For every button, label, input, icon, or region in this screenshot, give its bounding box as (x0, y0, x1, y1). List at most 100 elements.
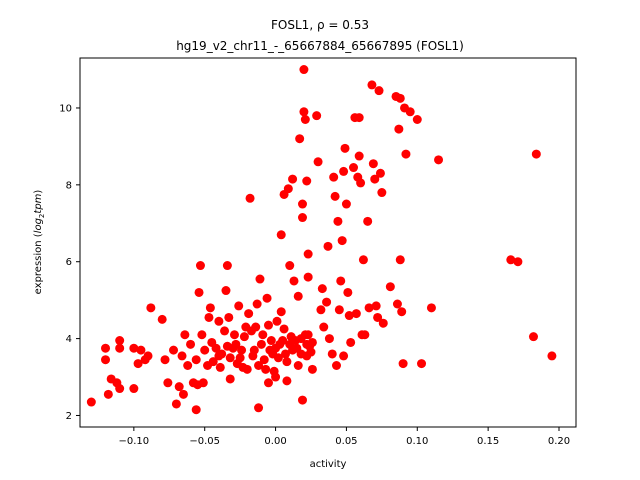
data-point-129 (312, 111, 322, 121)
data-point-157 (354, 151, 364, 161)
data-point-59 (237, 345, 247, 355)
data-point-140 (332, 361, 341, 370)
chart-title: FOSL1, ρ = 0.53 (271, 18, 369, 32)
data-point-26 (186, 339, 196, 349)
data-point-143 (336, 276, 346, 286)
data-point-96 (282, 357, 292, 367)
data-point-28 (191, 405, 201, 415)
data-point-37 (204, 312, 214, 322)
data-point-104 (289, 276, 299, 286)
y-axis-label-subscript: 2 (38, 214, 46, 218)
data-point-186 (426, 303, 436, 313)
plot-frame (79, 57, 577, 428)
data-point-91 (276, 307, 286, 317)
x-axis-label: activity (310, 459, 347, 470)
data-point-139 (330, 191, 340, 201)
data-point-22 (177, 351, 187, 361)
data-point-32 (195, 261, 205, 271)
data-point-20 (171, 399, 181, 409)
data-point-164 (367, 80, 377, 90)
data-point-15 (146, 303, 156, 313)
data-point-24 (180, 330, 190, 340)
data-point-3 (103, 389, 113, 399)
data-point-54 (229, 330, 239, 340)
data-point-72 (254, 403, 264, 413)
data-point-46 (220, 326, 230, 336)
x-tick-label: 0.00 (264, 436, 286, 447)
data-point-61 (239, 332, 249, 342)
data-point-25 (183, 361, 193, 370)
data-point-141 (333, 216, 343, 226)
data-point-48 (222, 261, 232, 271)
data-point-138 (329, 172, 339, 182)
data-point-0 (86, 397, 96, 407)
data-point-171 (377, 188, 387, 198)
data-point-173 (385, 282, 395, 292)
data-point-98 (283, 184, 293, 194)
data-point-149 (343, 287, 353, 297)
data-point-161 (360, 330, 370, 340)
y-tick-label: 8 (66, 180, 72, 191)
data-point-185 (417, 359, 427, 369)
data-point-75 (258, 330, 268, 340)
data-point-94 (279, 324, 289, 334)
data-point-68 (249, 345, 259, 355)
data-point-74 (256, 339, 266, 349)
data-point-132 (317, 284, 327, 294)
data-point-133 (319, 322, 329, 332)
y-axis-label-log: log (33, 218, 44, 233)
data-point-168 (373, 312, 383, 322)
data-point-12 (136, 345, 146, 355)
x-axis-ticks: −0.10 −0.05 0.00 0.05 0.10 0.15 0.20 (119, 427, 570, 447)
data-point-43 (214, 316, 224, 326)
data-point-97 (282, 376, 292, 386)
data-point-180 (398, 359, 408, 369)
data-point-113 (297, 213, 307, 223)
data-point-69 (251, 322, 261, 332)
y-tick-label: 4 (66, 334, 72, 345)
data-point-135 (323, 241, 333, 251)
data-point-71 (254, 361, 264, 370)
data-point-57 (234, 301, 244, 311)
data-point-47 (221, 286, 231, 296)
data-point-114 (297, 395, 307, 405)
data-point-167 (371, 301, 381, 311)
x-tick-label: 0.10 (406, 436, 428, 447)
data-point-124 (303, 330, 313, 340)
data-point-191 (531, 149, 541, 159)
data-point-147 (340, 143, 350, 153)
data-point-156 (354, 113, 364, 123)
data-point-55 (231, 339, 241, 349)
chart-subtitle: hg19_v2_chr11_-_65667884_65667895 (FOSL1… (176, 39, 464, 53)
scatter-points (86, 65, 557, 415)
data-point-131 (316, 305, 326, 315)
data-point-136 (324, 334, 334, 344)
data-point-122 (303, 249, 313, 259)
data-point-112 (297, 199, 307, 209)
data-point-19 (169, 345, 179, 355)
data-point-9 (129, 343, 139, 353)
data-point-151 (346, 337, 356, 347)
data-point-123 (303, 272, 313, 282)
data-point-23 (178, 389, 188, 399)
data-point-165 (368, 159, 378, 169)
data-point-150 (344, 311, 354, 321)
data-point-40 (208, 357, 218, 367)
data-point-11 (133, 359, 143, 369)
data-point-146 (339, 351, 349, 361)
data-point-31 (194, 287, 204, 297)
data-point-130 (313, 157, 323, 167)
data-point-1 (101, 343, 111, 353)
data-point-162 (363, 216, 373, 226)
data-point-142 (334, 305, 344, 315)
data-point-10 (129, 384, 139, 394)
data-point-86 (271, 372, 281, 382)
data-point-92 (278, 336, 288, 346)
data-point-17 (160, 355, 170, 365)
data-point-182 (401, 149, 411, 159)
data-point-152 (349, 163, 359, 173)
data-point-63 (242, 364, 252, 374)
data-point-117 (300, 115, 310, 124)
data-point-14 (143, 351, 153, 361)
